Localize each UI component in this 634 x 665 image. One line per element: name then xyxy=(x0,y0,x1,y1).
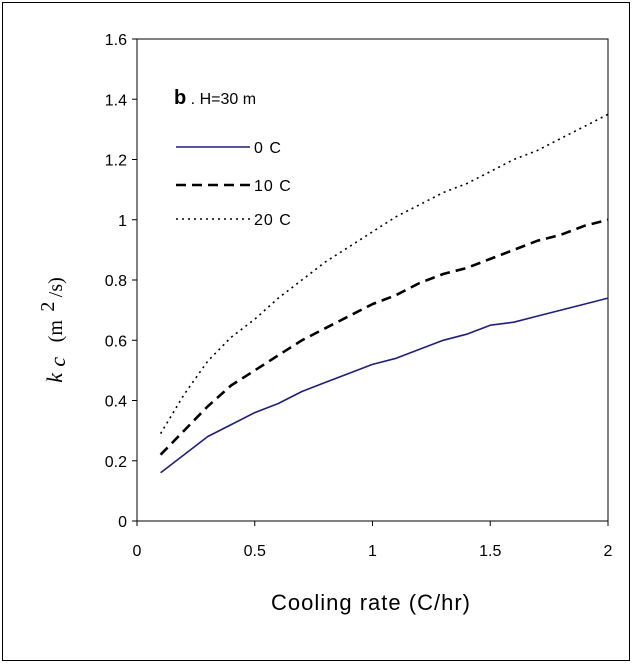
x-tick-label: 2 xyxy=(604,543,613,560)
panel-title: b . H=30 m xyxy=(174,87,256,109)
legend: 0 C 10 C 20 C xyxy=(176,140,292,229)
y-label-symbol: k xyxy=(42,372,67,383)
y-tick-label: 0.4 xyxy=(105,394,127,411)
x-axis: 0 0.5 1 1.5 2 xyxy=(133,521,613,560)
y-tick-label: 0.6 xyxy=(105,333,127,350)
y-tick-label: 0 xyxy=(118,514,127,531)
x-tick-label: 1.5 xyxy=(479,543,501,560)
series-layer xyxy=(159,113,609,474)
y-tick-label: 0.2 xyxy=(105,454,127,471)
y-tick-label: 0.8 xyxy=(105,273,127,290)
legend-label-1: 10 C xyxy=(254,178,292,195)
series-line-1 xyxy=(159,218,609,456)
y-tick-label: 1.2 xyxy=(105,153,127,170)
y-tick-label: 1.4 xyxy=(105,92,127,109)
y-label-unit-tail: /s) xyxy=(45,277,67,297)
y-tick-label: 1 xyxy=(118,213,127,230)
y-axis-label: k c (m 2 /s) xyxy=(37,277,70,383)
panel-subtitle: . H=30 m xyxy=(191,91,256,108)
legend-label-2: 20 C xyxy=(254,212,292,229)
y-label-unit-superscript: 2 xyxy=(37,302,59,312)
y-label-subscript: c xyxy=(45,357,70,367)
series-line-2 xyxy=(159,113,609,435)
y-tick-label: 1.6 xyxy=(105,32,127,49)
y-label-unit: (m xyxy=(45,320,67,343)
series-line-0 xyxy=(160,297,609,474)
x-tick-label: 0.5 xyxy=(244,543,266,560)
x-tick-label: 0 xyxy=(133,543,142,560)
legend-label-0: 0 C xyxy=(254,140,282,157)
plot-area xyxy=(136,38,609,522)
x-tick-label: 1 xyxy=(368,543,377,560)
y-axis: 0 0.2 0.4 0.6 0.8 1 1.2 1.4 1.6 xyxy=(105,32,137,531)
x-axis-label: Cooling rate (C/hr) xyxy=(271,590,471,615)
panel-letter: b xyxy=(174,87,186,109)
